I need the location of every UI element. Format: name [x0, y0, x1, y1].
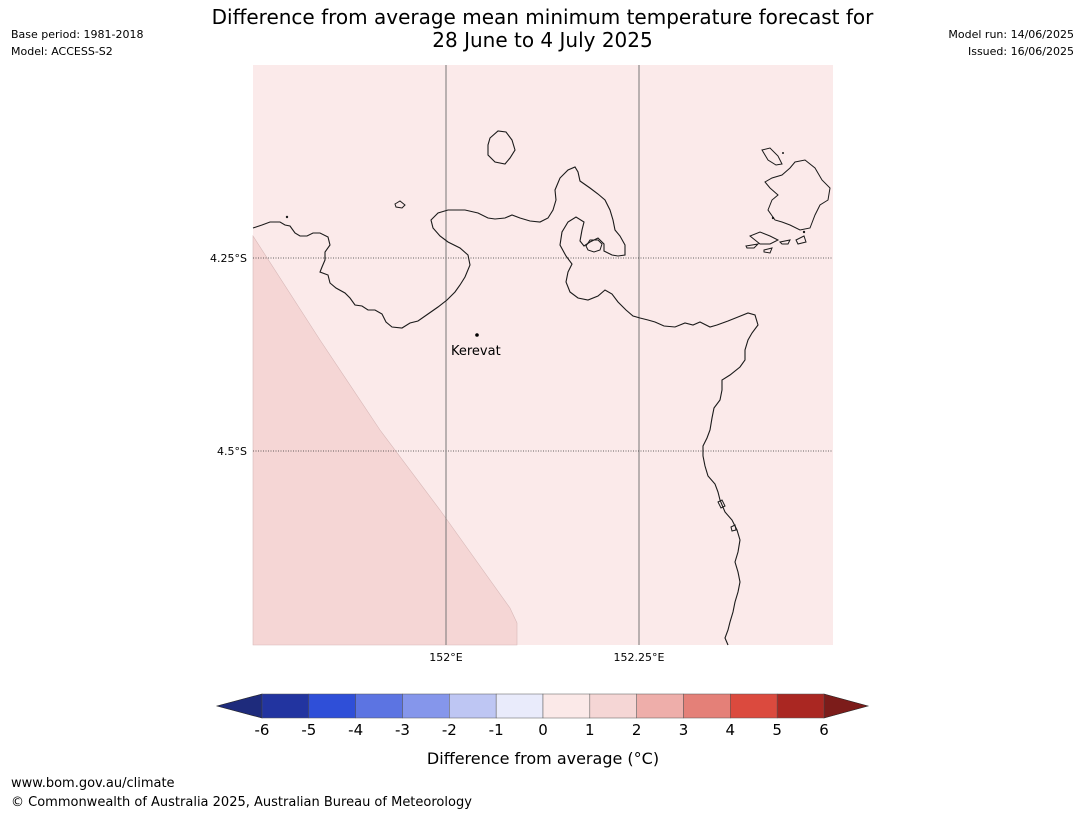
colorbar-tick-label: 0: [538, 721, 548, 739]
colorbar-tick-label: -3: [395, 721, 410, 739]
colorbar-tick-label: -5: [301, 721, 316, 739]
colorbar-tick-label: 4: [726, 721, 736, 739]
anomaly-region-1-to-2: [252, 234, 518, 646]
lon-label-152-25e: 152.25°E: [614, 651, 665, 664]
colorbar-segment: [402, 693, 450, 719]
lon-label-152e: 152°E: [429, 651, 462, 664]
base-period: Base period: 1981-2018: [11, 28, 144, 41]
colorbar-tick-label: -4: [348, 721, 363, 739]
colorbar-under-arrow: [215, 693, 263, 719]
issued-date: Issued: 16/06/2025: [967, 45, 1074, 58]
colorbar-over-arrow: [823, 693, 870, 719]
colorbar-segment: [683, 693, 731, 719]
colorbar-segment: [495, 693, 544, 719]
colorbar-tick-label: -2: [442, 721, 457, 739]
colorbar-segment: [355, 693, 403, 719]
islet-ne-4: [763, 247, 773, 254]
model-name: Model: ACCESS-S2: [11, 45, 113, 58]
islet-ne-dot-2: [771, 216, 775, 220]
islet-east-2: [730, 524, 737, 532]
kerevat-marker: [475, 333, 479, 337]
lat-label-4-25s: 4.25°S: [210, 252, 247, 265]
footer-copyright: © Commonwealth of Australia 2025, Austra…: [11, 795, 472, 810]
colorbar-tick-label: -6: [255, 721, 270, 739]
footer-url: www.bom.gov.au/climate: [11, 776, 175, 791]
colorbar-tick-label: 1: [585, 721, 595, 739]
colorbar-tick-label: 6: [819, 721, 829, 739]
header-left: Base period: 1981-2018 Model: ACCESS-S2: [11, 26, 143, 60]
islet-ne-6: [795, 235, 807, 245]
islet-ne-2: [749, 231, 780, 245]
islet-ne-1: [761, 147, 783, 166]
title-line-2: 28 June to 4 July 2025: [432, 28, 653, 52]
header-right: Model run: 14/06/2025 Issued: 16/06/2025: [948, 26, 1074, 60]
coastline-main: [252, 166, 759, 646]
lat-label-4-5s: 4.5°S: [217, 445, 247, 458]
colorbar-tick-label: -1: [489, 721, 504, 739]
model-run: Model run: 14/06/2025: [948, 28, 1074, 41]
colorbar-segment: [730, 693, 778, 719]
colorbar: -6 -5 -4 -3 -2 -1 0 1 2 3 4 5 6: [215, 693, 870, 739]
colorbar-segment: [449, 693, 497, 719]
islet-ne-3: [745, 243, 760, 249]
colorbar-segment: [636, 693, 684, 719]
islet-tiny: [285, 215, 289, 219]
islet-ne-dot-3: [802, 230, 806, 234]
colorbar-tick-label: 5: [772, 721, 782, 739]
title-line-1: Difference from average mean minimum tem…: [211, 5, 874, 29]
inlet: [585, 239, 603, 253]
colorbar-segment: [589, 693, 637, 719]
colorbar-tick-label: 3: [679, 721, 689, 739]
kerevat-label: Kerevat: [451, 344, 501, 359]
islet-ne-dot-1: [782, 152, 784, 154]
colorbar-label: Difference from average (°C): [427, 749, 659, 768]
islet-west: [394, 200, 406, 209]
map-title: Difference from average mean minimum tem…: [0, 6, 1085, 52]
island-north: [487, 130, 516, 165]
island-ne-main: [764, 159, 831, 231]
islet-east-1: [717, 499, 726, 509]
colorbar-segment: [776, 693, 825, 719]
colorbar-segment: [308, 693, 356, 719]
colorbar-tick-label: 2: [632, 721, 642, 739]
colorbar-segment: [261, 693, 310, 719]
islet-ne-5: [778, 239, 791, 245]
colorbar-segment: [542, 693, 591, 719]
